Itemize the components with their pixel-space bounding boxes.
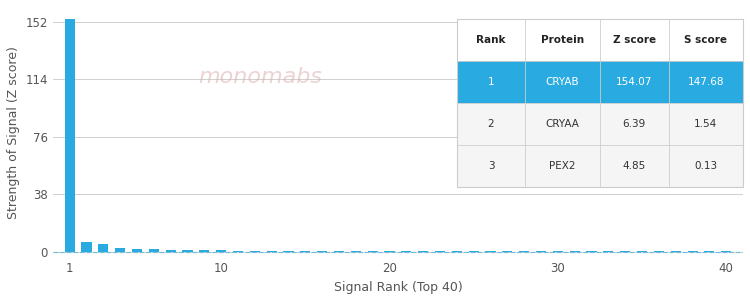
Bar [351, 251, 361, 252]
Bar [166, 250, 176, 252]
Text: 0.13: 0.13 [694, 161, 718, 172]
Bar [603, 251, 613, 252]
Text: 2: 2 [488, 119, 494, 129]
Text: 154.07: 154.07 [616, 77, 652, 88]
Bar [334, 251, 344, 252]
Text: CRYAB: CRYAB [546, 77, 580, 88]
Bar [116, 248, 125, 252]
Bar [82, 242, 92, 252]
Bar [457, 145, 525, 188]
Text: S score: S score [684, 36, 728, 45]
Bar [570, 251, 580, 252]
Bar [536, 251, 546, 252]
Bar [368, 251, 378, 252]
Bar [469, 251, 478, 252]
Bar [519, 251, 530, 252]
Bar [457, 20, 525, 61]
Text: PEX2: PEX2 [549, 161, 576, 172]
Bar [452, 251, 462, 252]
Bar [503, 251, 512, 252]
Bar [600, 20, 668, 61]
Bar [668, 104, 743, 145]
Bar [600, 61, 668, 104]
Bar [525, 20, 600, 61]
Bar [300, 251, 310, 252]
Bar [600, 104, 668, 145]
Bar [385, 251, 394, 252]
Bar [668, 61, 743, 104]
Text: 1: 1 [488, 77, 494, 88]
Bar [586, 251, 596, 252]
Bar [600, 145, 668, 188]
Bar [457, 61, 525, 104]
X-axis label: Signal Rank (Top 40): Signal Rank (Top 40) [334, 281, 462, 294]
Bar [553, 251, 563, 252]
Bar [457, 104, 525, 145]
Text: Protein: Protein [541, 36, 584, 45]
Bar [485, 251, 496, 252]
Bar [98, 244, 109, 252]
Bar [401, 251, 412, 252]
Bar [182, 250, 193, 252]
Text: 4.85: 4.85 [622, 161, 646, 172]
Bar [419, 251, 428, 252]
Bar [668, 145, 743, 188]
Text: 147.68: 147.68 [688, 77, 724, 88]
Y-axis label: Strength of Signal (Z score): Strength of Signal (Z score) [7, 46, 20, 219]
Bar [148, 249, 159, 252]
Text: 3: 3 [488, 161, 494, 172]
Bar [250, 251, 260, 252]
Bar [284, 251, 293, 252]
Text: 1.54: 1.54 [694, 119, 718, 129]
Bar [525, 145, 600, 188]
Bar [525, 61, 600, 104]
Text: CRYAA: CRYAA [546, 119, 580, 129]
Bar [64, 19, 75, 252]
Bar [317, 251, 327, 252]
Text: Z score: Z score [613, 36, 656, 45]
Bar [435, 251, 445, 252]
Bar [525, 104, 600, 145]
Text: monomabs: monomabs [198, 67, 322, 87]
Text: Rank: Rank [476, 36, 506, 45]
Text: 6.39: 6.39 [622, 119, 646, 129]
Bar [200, 250, 209, 252]
Bar [267, 251, 277, 252]
Bar [668, 20, 743, 61]
Bar [132, 249, 142, 252]
Bar [216, 250, 226, 252]
Bar [620, 251, 630, 252]
Bar [233, 250, 243, 252]
